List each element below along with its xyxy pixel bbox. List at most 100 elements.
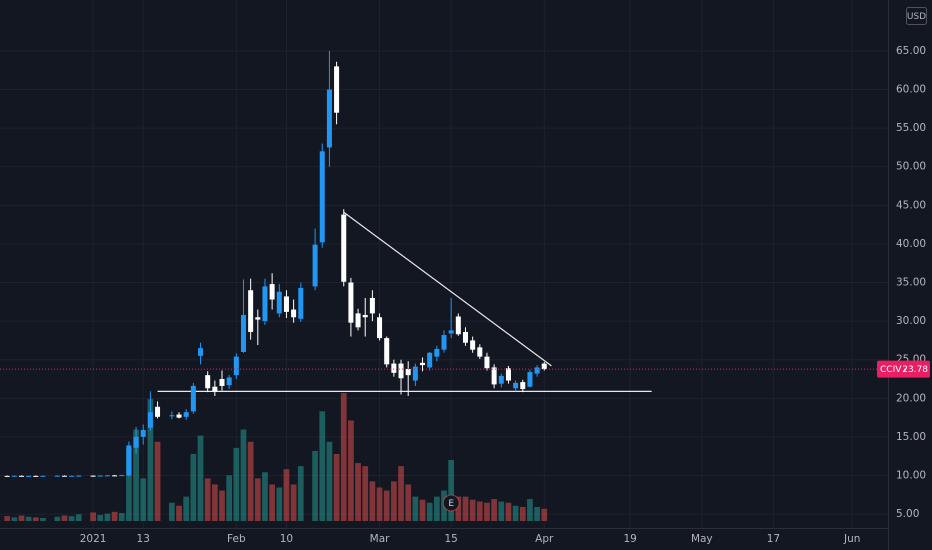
- candle-body: [248, 290, 254, 332]
- candle-body: [97, 475, 103, 477]
- candle-body: [212, 386, 218, 392]
- volume-bar: [11, 517, 18, 521]
- candle-body: [233, 356, 239, 376]
- candle-body: [40, 475, 46, 477]
- candle-body: [69, 475, 75, 477]
- candle-body: [455, 316, 461, 335]
- volume-bar: [484, 502, 490, 521]
- y-tick-label: 55.00: [896, 122, 926, 134]
- candle-body: [119, 475, 125, 477]
- x-tick-label: 13: [137, 533, 150, 545]
- volume-bar: [75, 514, 82, 521]
- volume-bar: [433, 496, 440, 521]
- x-tick-label: Jun: [843, 533, 860, 545]
- volume-bar: [383, 490, 390, 521]
- candle-body: [11, 475, 17, 477]
- volume-bar: [226, 475, 233, 521]
- price-tag-symbol: CCIV: [880, 365, 902, 375]
- candle-body: [269, 284, 275, 300]
- y-tick-label: 10.00: [896, 470, 926, 482]
- y-tick-label: 50.00: [896, 161, 926, 173]
- price-tag: [877, 360, 930, 378]
- candle-body: [54, 475, 60, 477]
- candle-body: [434, 348, 440, 357]
- volume-bar: [455, 496, 462, 521]
- volume-bar: [512, 505, 519, 521]
- volume-bar: [519, 506, 526, 521]
- candle-body: [291, 309, 297, 318]
- volume-bar: [204, 478, 211, 521]
- volume-bar: [40, 517, 46, 521]
- volume-bar: [527, 499, 533, 521]
- x-tick-label: 10: [280, 533, 293, 545]
- currency-label[interactable]: USD: [907, 12, 926, 22]
- candle-body: [190, 385, 196, 412]
- candle-body: [427, 352, 433, 368]
- candle-body: [348, 282, 354, 323]
- volume-bar: [240, 429, 247, 521]
- event-marker[interactable]: [442, 494, 460, 512]
- candle-body: [412, 366, 418, 381]
- volume-bar: [498, 501, 505, 521]
- volume-bar: [355, 463, 361, 521]
- trend-line: [343, 211, 552, 367]
- candle-body: [505, 368, 511, 381]
- candle-body: [355, 313, 361, 328]
- y-tick-label: 60.00: [896, 84, 926, 96]
- currency-box[interactable]: [906, 7, 927, 25]
- candle-body: [198, 348, 204, 356]
- candle-body: [147, 412, 153, 428]
- candle-body: [369, 297, 375, 314]
- candle-body: [384, 338, 390, 365]
- volume-bar: [405, 484, 412, 521]
- candle-body: [18, 475, 24, 477]
- price-tag-value: 23.78: [902, 365, 928, 375]
- x-tick-label: 15: [444, 533, 457, 545]
- candle-body: [4, 475, 10, 477]
- volume-bar: [419, 499, 426, 521]
- candle-body: [226, 377, 232, 386]
- y-tick-label: 35.00: [896, 277, 926, 289]
- candle-body: [398, 363, 404, 379]
- volume-bar: [111, 511, 118, 521]
- volume-bar: [541, 508, 548, 521]
- x-tick-label: 2021: [80, 533, 107, 545]
- volume-bar: [362, 466, 369, 521]
- candle-body: [90, 475, 96, 477]
- volume-bar: [104, 513, 111, 521]
- candle-body: [334, 66, 340, 113]
- volume-bar: [154, 441, 161, 521]
- candle-body: [312, 244, 318, 287]
- volume-bar: [319, 411, 326, 521]
- volume-bar: [391, 481, 397, 521]
- volume-bar: [61, 515, 68, 521]
- y-tick-label: 5.00: [896, 508, 919, 520]
- candle-body: [104, 475, 110, 477]
- x-tick-label: Apr: [535, 533, 554, 545]
- volume-bar: [448, 460, 455, 521]
- candle-body: [276, 291, 282, 314]
- plot: E: [0, 0, 888, 528]
- volume-bar: [54, 516, 61, 521]
- volume-bar: [369, 481, 376, 521]
- volume-bar: [276, 487, 283, 521]
- volume-bar: [505, 502, 512, 521]
- candle-body: [534, 367, 540, 374]
- candle-body: [183, 412, 189, 417]
- volume-bar: [491, 499, 497, 521]
- volume-bar: [126, 447, 132, 521]
- candle-body: [240, 314, 246, 352]
- volume-bar: [290, 484, 297, 521]
- candle-body: [391, 363, 397, 373]
- candle-body: [61, 475, 67, 477]
- candle-body: [126, 445, 132, 476]
- candle-body: [26, 475, 32, 477]
- candle-body: [341, 214, 347, 282]
- candle-body: [377, 317, 383, 339]
- price-tag-separator: [904, 368, 906, 371]
- candle-body: [484, 356, 490, 369]
- candle-body: [326, 89, 332, 148]
- volume-bar: [140, 478, 147, 521]
